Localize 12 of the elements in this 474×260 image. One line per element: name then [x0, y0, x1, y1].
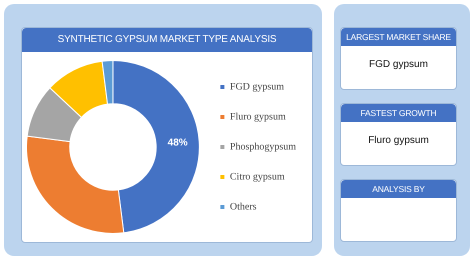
legend-label: FGD gypsum — [230, 82, 284, 93]
legend-label: Fluro gypsum — [230, 112, 286, 123]
text: ANALYSIS BY — [341, 180, 456, 198]
text: LARGEST MARKET SHARE — [341, 28, 456, 46]
text: FASTEST GROWTH — [341, 104, 456, 122]
text: Fluro gypsum — [367, 134, 430, 146]
legend-label: Others — [230, 202, 257, 213]
data-label: 48% — [168, 138, 188, 149]
text: FGD gypsum — [368, 58, 429, 70]
chart-title: SYNTHETIC GYPSUM MARKET TYPE ANALYSIS — [22, 28, 312, 52]
legend-label: Phosphogypsum — [230, 142, 296, 153]
legend-label: Citro gypsum — [230, 172, 285, 183]
